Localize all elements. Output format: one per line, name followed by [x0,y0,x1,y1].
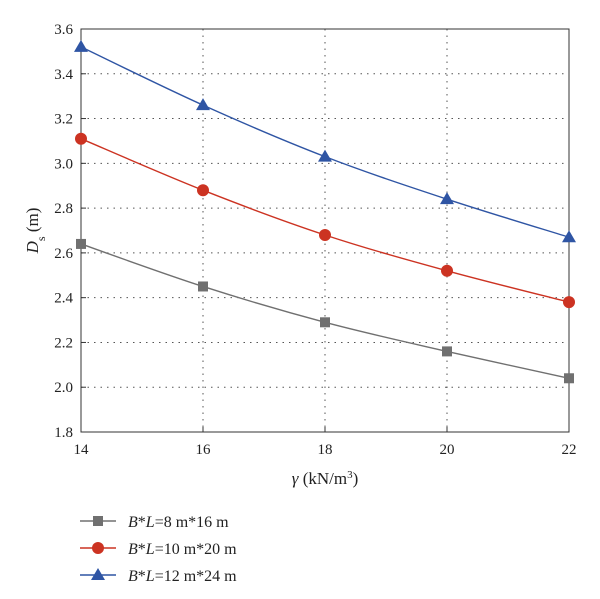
y-tick-label: 2.0 [54,380,73,396]
y-tick-label: 3.4 [54,67,73,83]
data-point [441,264,453,277]
data-point [197,184,209,197]
legend-label-part: L [145,568,155,585]
series-1 [76,238,574,384]
data-point [440,192,454,205]
x-axis-unit-exp: 3 [347,469,353,481]
x-axis-symbol: γ [292,469,300,488]
x-tick-label: 20 [440,442,455,458]
data-point [442,346,452,357]
data-point [76,238,86,249]
y-axis-symbol: D [23,240,42,254]
legend-marker [93,516,103,526]
y-tick-label: 2.4 [54,291,73,307]
legend-label-part: B [128,568,138,585]
legend-label-part: * [138,514,146,531]
legend-item-1: B*L=8 m*16 m [80,514,229,531]
data-point [319,228,331,241]
data-point [564,373,574,384]
x-axis-unit-suffix: ) [353,469,359,488]
y-axis-label: Ds (m) [23,208,48,255]
legend-marker [91,568,105,580]
y-tick-label: 1.8 [54,425,73,441]
legend-label-part: =10 m*20 m [155,541,237,558]
x-axis-label: γ (kN/m3) [292,469,359,488]
y-tick-label: 3.0 [54,156,73,172]
x-tick-label: 16 [196,442,212,458]
x-tick-label: 18 [318,442,333,458]
legend-label-part: L [145,541,155,558]
x-tick-label: 14 [74,442,90,458]
y-tick-label: 2.6 [54,246,73,262]
data-point [318,149,332,162]
legend-marker [92,542,104,554]
data-point [320,317,330,328]
y-tick-label: 2.2 [54,335,73,351]
y-tick-label: 2.8 [54,201,73,217]
legend-label-part: * [138,541,146,558]
x-axis-unit-prefix: (kN/m [298,469,347,488]
series-layer [74,39,576,384]
legend-item-2: B*L=10 m*20 m [80,541,237,558]
axis-ticks: 14 16 18 20 22 1.8 2.0 2.2 2.4 2.6 2.8 3.0 3.2 3.4 3.6 [54,22,576,458]
legend-label-part: B [128,514,138,531]
data-point [196,98,210,111]
y-axis-unit: (m) [23,208,42,237]
legend-label: B*L=12 m*24 m [128,568,237,585]
legend-item-3: B*L=12 m*24 m [80,568,237,585]
data-point [563,296,575,309]
legend-label: B*L=10 m*20 m [128,541,237,558]
series-3 [74,39,576,243]
data-point [562,230,576,243]
data-point [198,281,208,292]
legend-label-part: B [128,541,138,558]
y-tick-label: 3.2 [54,112,73,128]
series-2 [75,132,575,309]
legend-label-part: =8 m*16 m [155,514,229,531]
data-point [74,39,88,52]
data-point [75,132,87,145]
y-tick-label: 3.6 [54,22,73,38]
series-line [80,138,570,303]
x-tick-label: 22 [562,442,577,458]
legend-label-part: * [138,568,146,585]
legend-label: B*L=8 m*16 m [128,514,229,531]
legend-label-part: =12 m*24 m [155,568,237,585]
legend-label-part: L [145,514,155,531]
legend: B*L=8 m*16 mB*L=10 m*20 mB*L=12 m*24 m [80,514,237,585]
y-axis-subscript: s [34,236,48,241]
